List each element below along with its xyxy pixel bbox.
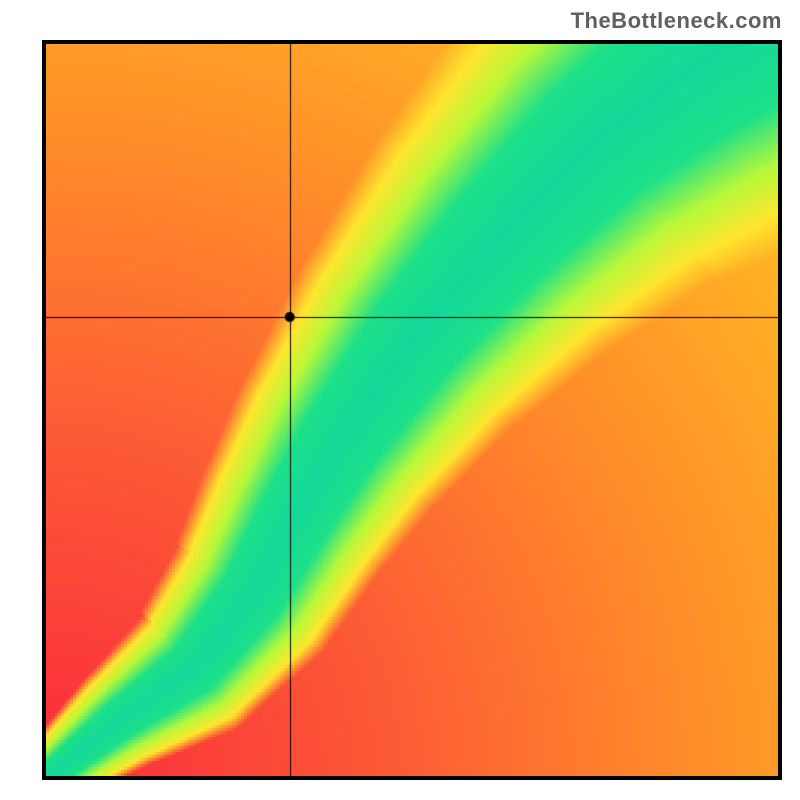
chart-container: TheBottleneck.com xyxy=(0,0,800,800)
chart-frame xyxy=(42,40,782,780)
watermark-text: TheBottleneck.com xyxy=(571,8,782,34)
heatmap-canvas xyxy=(46,44,778,776)
